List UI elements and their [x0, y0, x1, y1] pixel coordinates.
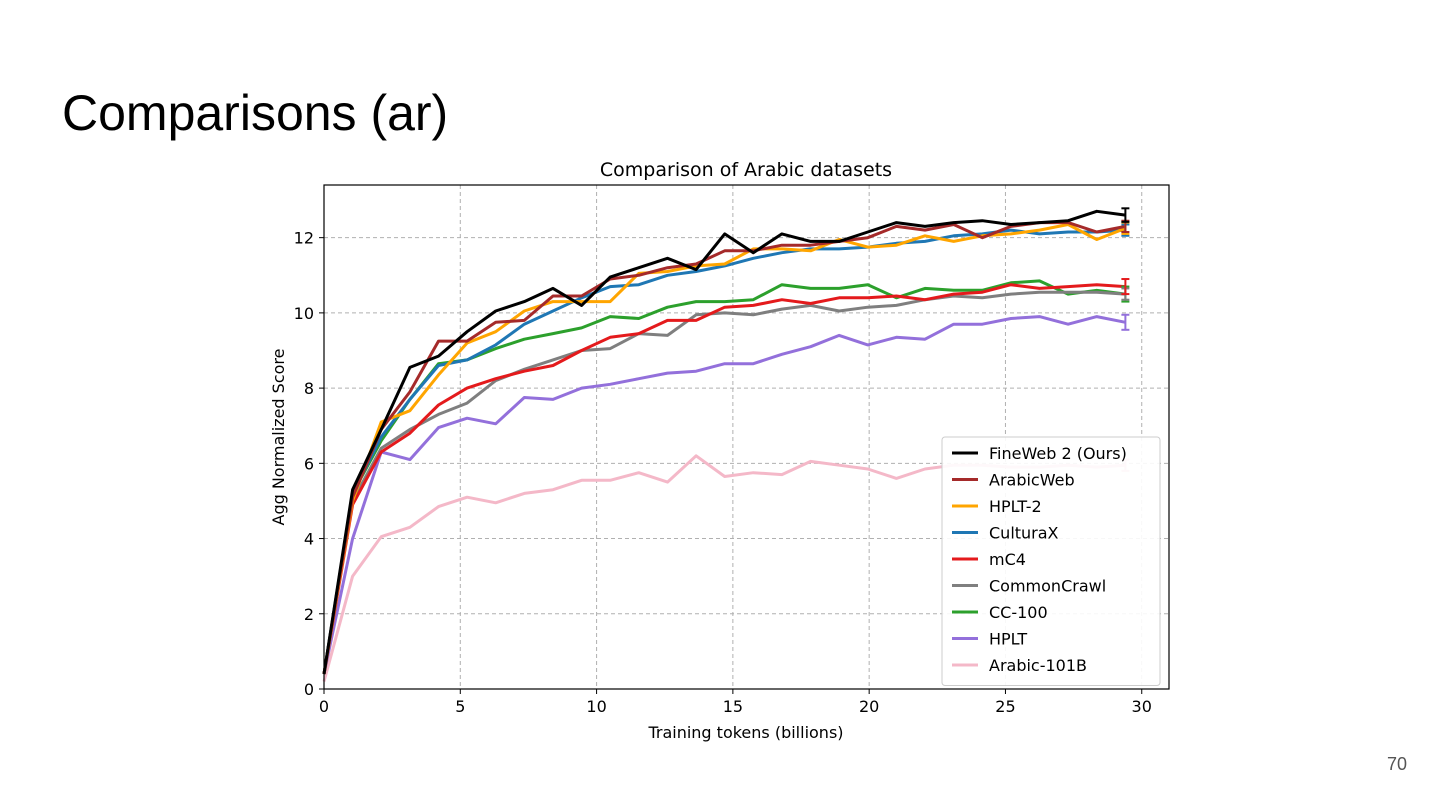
series-lines: [322, 209, 1126, 682]
legend-label-7: HPLT: [989, 630, 1027, 649]
series-line-7: [322, 315, 1126, 675]
y-tick-label: 2: [304, 605, 314, 624]
x-tick-label: 0: [319, 697, 329, 716]
series-line-4: [322, 283, 1126, 675]
legend-label-1: ArabicWeb: [989, 471, 1075, 490]
legend-label-6: CC-100: [989, 603, 1048, 622]
legend-label-8: Arabic-101B: [989, 656, 1087, 675]
y-tick-label: 0: [304, 680, 314, 699]
y-axis-ticks: 0 2 4 6 8 10 12: [294, 229, 324, 699]
x-tick-label: 10: [586, 697, 606, 716]
y-tick-label: 10: [294, 304, 314, 323]
y-axis-label: Agg Normalized Score: [269, 349, 288, 526]
y-tick-label: 6: [304, 454, 314, 473]
legend-label-2: HPLT-2: [989, 497, 1042, 516]
x-tick-label: 20: [859, 697, 879, 716]
legend-box: [941, 436, 1161, 686]
y-tick-label: 4: [304, 530, 314, 549]
series-line-0: [322, 209, 1126, 675]
x-axis-label: Training tokens (billions): [647, 723, 843, 742]
x-tick-label: 5: [455, 697, 465, 716]
legend: FineWeb 2 (Ours) ArabicWeb HPLT-2 CulturaX m…: [941, 436, 1161, 686]
y-tick-label: 12: [294, 229, 314, 248]
error-bars: [1121, 207, 1130, 472]
x-axis-ticks: 0 5 10 15 20 25 30: [319, 689, 1152, 716]
x-tick-label: 30: [1132, 697, 1152, 716]
legend-label-4: mC4: [989, 550, 1026, 569]
legend-label-5: CommonCrawl: [989, 577, 1106, 596]
chart-title: Comparison of Arabic datasets: [600, 159, 892, 181]
plot-frame: [323, 184, 1170, 690]
x-tick-label: 15: [723, 697, 743, 716]
slide-title: Comparisons (ar): [62, 85, 449, 141]
legend-label-3: CulturaX: [989, 524, 1059, 543]
series-line-5: [322, 290, 1126, 675]
x-tick-label: 25: [995, 697, 1015, 716]
legend-label-0: FineWeb 2 (Ours): [989, 444, 1127, 463]
y-tick-label: 8: [304, 379, 314, 398]
page-number: 70: [1386, 754, 1407, 774]
